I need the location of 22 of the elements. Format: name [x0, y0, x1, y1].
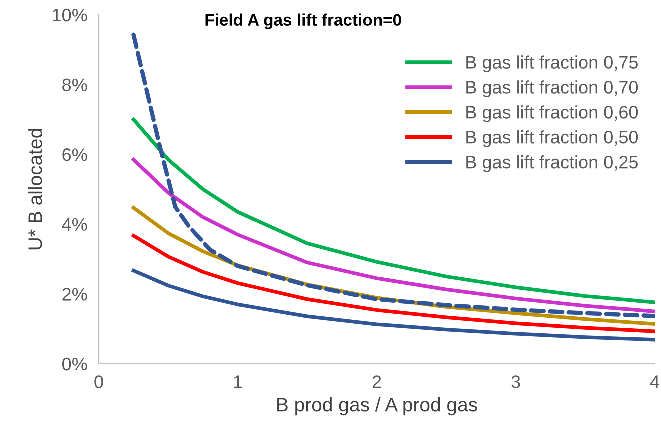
line-series: [132, 32, 655, 318]
x-axis-title: B prod gas / A prod gas: [278, 398, 478, 416]
y-tick-label: 2%: [62, 288, 88, 301]
x-tick-label: 3: [512, 376, 520, 388]
x-tick-label: 1: [234, 376, 242, 388]
line-series: [132, 234, 655, 334]
x-tick-label: 0: [94, 376, 104, 388]
legend-label: B gas lift fraction 0,25: [466, 156, 638, 172]
legend-label: B gas lift fraction 0,60: [466, 106, 638, 122]
chart-title: Field A gas lift fraction=0: [206, 14, 402, 30]
y-tick-label: 0%: [62, 358, 88, 371]
y-axis-title: U* B allocated: [28, 129, 42, 250]
y-tick-label: 8%: [62, 78, 88, 92]
y-tick-label: 6%: [62, 148, 88, 162]
line-series: [132, 269, 655, 342]
x-tick-label: 4: [650, 376, 660, 388]
legend-label: B gas lift fraction 0,75: [466, 56, 638, 73]
legend-label: B gas lift fraction 0,70: [466, 80, 638, 98]
y-tick-label: 10%: [53, 8, 88, 22]
x-tick-label: 2: [372, 376, 382, 388]
y-tick-label: 4%: [62, 218, 88, 232]
legend-label: B gas lift fraction 0,50: [466, 130, 638, 148]
